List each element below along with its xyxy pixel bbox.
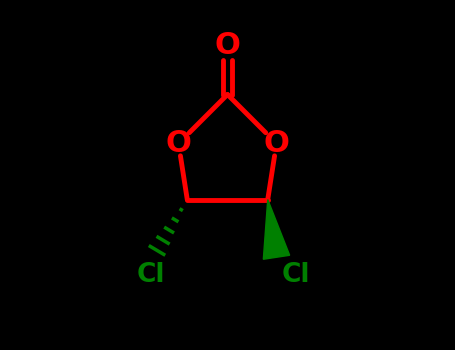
Text: Cl: Cl xyxy=(282,262,310,288)
Text: O: O xyxy=(215,31,240,60)
Text: O: O xyxy=(166,129,192,158)
Text: O: O xyxy=(263,129,289,158)
Polygon shape xyxy=(263,199,290,259)
Text: Cl: Cl xyxy=(136,262,165,288)
